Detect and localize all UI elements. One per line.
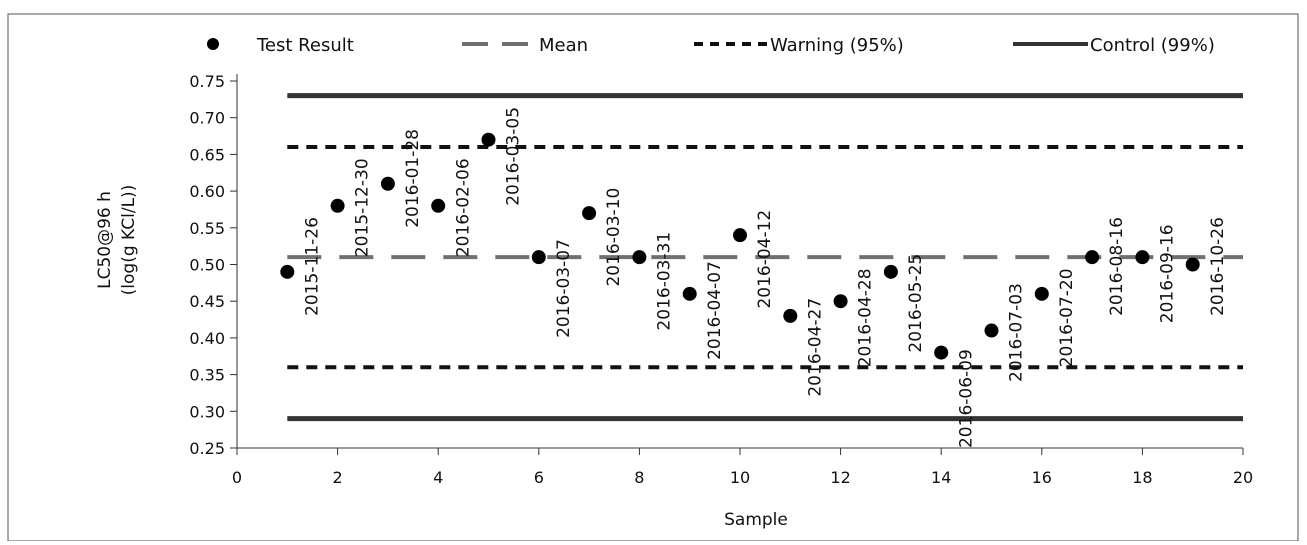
legend-label-test-result: Test Result bbox=[256, 35, 354, 56]
legend-label-control: Control (99%) bbox=[1090, 35, 1215, 56]
y-tick-label: 0.70 bbox=[189, 109, 225, 128]
y-axis-title: LC50@96 h (log(g KCl/L)) bbox=[95, 185, 139, 296]
reference-lines bbox=[287, 93, 1243, 422]
y-tick-label: 0.40 bbox=[189, 329, 225, 348]
legend-label-warning: Warning (95%) bbox=[770, 35, 904, 56]
point-date-label: 2016-03-31 bbox=[655, 232, 675, 331]
y-tick-label: 0.65 bbox=[189, 145, 225, 164]
point-date-label: 2015-11-26 bbox=[302, 217, 322, 316]
point-date-label: 2016-07-03 bbox=[1007, 283, 1027, 382]
y-tick-label: 0.30 bbox=[189, 402, 225, 421]
point-labels: 2015-11-26 2015-12-30 2016-01-28 2016-02-06… bbox=[302, 107, 1227, 448]
legend-marker-test-result bbox=[207, 38, 219, 50]
point-date-label: 2016-09-16 bbox=[1158, 224, 1178, 323]
data-point bbox=[883, 264, 898, 279]
x-tick-label: 8 bbox=[634, 468, 644, 487]
data-point bbox=[1085, 250, 1100, 265]
point-date-label: 2016-02-06 bbox=[453, 158, 473, 257]
x-tick-label: 20 bbox=[1233, 468, 1253, 487]
chart-frame bbox=[7, 13, 1299, 542]
point-date-label: 2016-07-20 bbox=[1057, 268, 1077, 367]
x-axis-title: Sample bbox=[724, 510, 788, 530]
data-point bbox=[330, 198, 345, 213]
point-date-label: 2016-04-07 bbox=[705, 261, 725, 360]
y-tick-label: 0.55 bbox=[189, 219, 225, 238]
point-date-label: 2016-10-26 bbox=[1208, 217, 1228, 316]
x-tick-label: 12 bbox=[830, 468, 850, 487]
point-date-label: 2016-06-09 bbox=[956, 349, 976, 448]
y-tick-label: 0.50 bbox=[189, 256, 225, 275]
x-tick-label: 0 bbox=[232, 468, 242, 487]
point-date-label: 2016-03-10 bbox=[604, 188, 624, 287]
y-tick-label: 0.60 bbox=[189, 182, 225, 201]
point-date-label: 2016-04-12 bbox=[755, 210, 775, 309]
data-point bbox=[481, 132, 496, 147]
data-point bbox=[934, 345, 949, 360]
data-point bbox=[1185, 257, 1200, 272]
x-ticks: 0 2 4 6 8 10 12 14 16 18 20 bbox=[232, 448, 1253, 487]
point-date-label: 2016-04-28 bbox=[856, 268, 876, 367]
legend: Test Result Mean Warning (95%) Control (… bbox=[207, 35, 1215, 56]
data-point bbox=[632, 250, 647, 265]
data-point bbox=[984, 323, 999, 338]
data-point bbox=[833, 294, 848, 309]
y-tick-label: 0.75 bbox=[189, 72, 225, 91]
data-point bbox=[431, 198, 446, 213]
y-axis-title-line-1: LC50@96 h bbox=[95, 191, 115, 289]
x-tick-label: 18 bbox=[1132, 468, 1152, 487]
x-tick-label: 10 bbox=[730, 468, 750, 487]
data-point bbox=[733, 228, 747, 243]
data-point bbox=[1135, 250, 1150, 265]
data-point bbox=[280, 264, 295, 279]
point-date-label: 2016-01-28 bbox=[403, 129, 423, 228]
point-date-label: 2016-04-27 bbox=[805, 298, 825, 397]
data-points bbox=[280, 132, 1200, 360]
data-point bbox=[582, 206, 597, 221]
point-date-label: 2016-03-05 bbox=[504, 107, 524, 206]
y-ticks: 0.25 0.30 0.35 0.40 0.45 0.50 0.55 0.60 0.65 0.70… bbox=[189, 72, 237, 458]
x-tick-label: 4 bbox=[433, 468, 443, 487]
y-tick-label: 0.35 bbox=[189, 366, 225, 385]
x-tick-label: 2 bbox=[333, 468, 343, 487]
y-tick-label: 0.25 bbox=[189, 439, 225, 458]
data-point bbox=[380, 176, 395, 191]
x-tick-label: 14 bbox=[931, 468, 951, 487]
data-point bbox=[682, 286, 697, 301]
x-tick-label: 6 bbox=[534, 468, 544, 487]
legend-label-mean: Mean bbox=[539, 35, 588, 56]
y-tick-label: 0.45 bbox=[189, 292, 225, 311]
point-date-label: 2016-03-07 bbox=[554, 239, 574, 338]
data-point bbox=[1034, 286, 1049, 301]
point-date-label: 2016-05-25 bbox=[906, 254, 926, 353]
y-axis-title-line-2: (log(g KCl/L)) bbox=[119, 185, 139, 296]
x-tick-label: 16 bbox=[1032, 468, 1052, 487]
point-date-label: 2015-12-30 bbox=[353, 158, 373, 257]
point-date-label: 2016-08-16 bbox=[1107, 217, 1127, 316]
data-point bbox=[783, 308, 798, 323]
data-point bbox=[531, 250, 546, 265]
